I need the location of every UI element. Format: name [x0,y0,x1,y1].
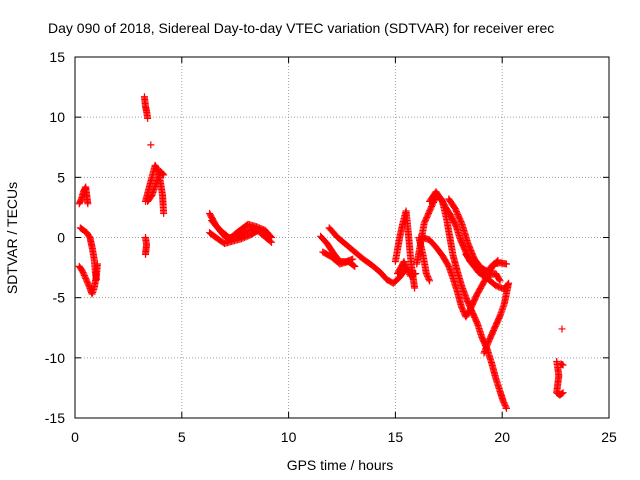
x-tick-label: 10 [281,429,297,445]
y-tick-label: -10 [45,350,65,366]
data-point [141,250,149,258]
data-point [558,360,566,368]
axis-tick-labels: 0 5 10 15 20 25 -15 -10 -5 0 5 10 15 [45,49,617,445]
data-point [480,349,488,357]
x-axis-label: GPS time / hours [287,457,394,473]
data-point [559,361,567,369]
data-point [559,389,567,397]
y-tick-label: -5 [53,290,66,306]
data-point [493,257,501,265]
data-point [351,262,359,270]
data-point [266,237,274,245]
x-tick-label: 0 [71,429,79,445]
data-point [160,171,168,179]
data-point [147,141,155,149]
y-tick-label: 0 [57,230,65,246]
axis-ticks [74,56,610,419]
data-point [410,270,418,278]
data-point [496,277,504,285]
data-point [495,276,503,284]
data-point [558,325,566,333]
data-point [502,404,510,412]
x-tick-label: 20 [494,429,510,445]
data-point [160,209,168,217]
data-point [412,270,420,278]
data-point [502,260,510,268]
data-point [268,238,276,246]
x-tick-label: 25 [601,429,617,445]
data-point [558,390,566,398]
data-point [263,229,271,237]
data-point [84,200,92,208]
y-tick-label: 10 [49,109,65,125]
data-point [93,260,101,268]
data-point [144,114,152,122]
data-point [426,277,434,285]
grid-lines [75,57,609,418]
x-tick-label: 15 [388,429,404,445]
data-point [350,262,358,270]
data-point [411,284,419,292]
x-tick-label: 5 [178,429,186,445]
y-tick-label: 15 [49,49,65,65]
data-point [494,256,502,264]
data-point [425,275,433,283]
data-points [75,93,567,412]
data-point [502,403,510,411]
chart-title: Day 090 of 2018, Sidereal Day-to-day VTE… [48,20,554,36]
data-point [159,170,167,178]
y-axis-label: SDTVAR / TECUs [4,182,20,294]
y-tick-label: -15 [45,410,65,426]
y-tick-label: 5 [57,169,65,185]
